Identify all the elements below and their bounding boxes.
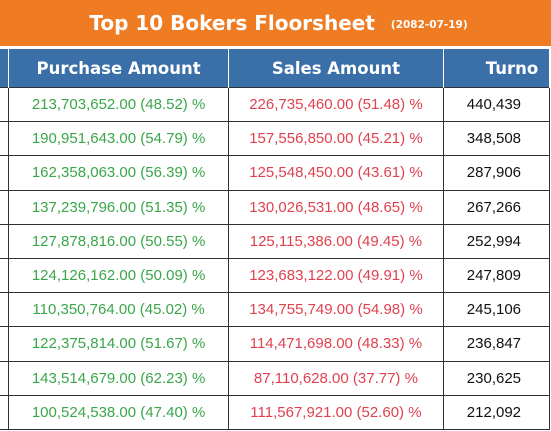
turnover-cell: 212,092 [442, 394, 551, 430]
purchase-amount-cell: 143,514,679.00 (62.23) % [8, 360, 230, 396]
sales-amount-cell: 134,755,749.00 (54.98) % [228, 292, 444, 328]
table-row: 137,239,796.00 (51.35) % 130,026,531.00 (… [0, 189, 551, 225]
turnover-cell: 252,994 [442, 223, 551, 259]
column-header-turnover: Turno [442, 49, 551, 88]
turnover-cell: 230,625 [442, 360, 551, 396]
column-header-edge [0, 49, 10, 88]
row-edge-cell [0, 292, 10, 328]
purchase-amount-cell: 122,375,814.00 (51.67) % [8, 326, 230, 362]
row-edge-cell [0, 257, 10, 294]
sales-amount-cell: 123,683,122.00 (49.91) % [228, 257, 444, 294]
table-row: 190,951,643.00 (54.79) % 157,556,850.00 (… [0, 121, 551, 157]
purchase-amount-cell: 127,878,816.00 (50.55) % [8, 223, 230, 259]
row-edge-cell [0, 155, 10, 191]
table-row: 100,524,538.00 (47.40) % 111,567,921.00 (… [0, 394, 551, 430]
sales-amount-cell: 114,471,698.00 (48.33) % [228, 326, 444, 362]
page-title: Top 10 Bokers Floorsheet [89, 11, 375, 35]
table-row: 162,358,063.00 (56.39) % 125,548,450.00 (… [0, 155, 551, 191]
purchase-amount-cell: 124,126,162.00 (50.09) % [8, 257, 230, 294]
row-edge-cell [0, 189, 10, 225]
row-edge-cell [0, 360, 10, 396]
row-edge-cell [0, 223, 10, 259]
title-bar: Top 10 Bokers Floorsheet (2082-07-19) [0, 0, 551, 46]
sales-amount-cell: 125,115,386.00 (49.45) % [228, 223, 444, 259]
table-row: 213,703,652.00 (48.52) % 226,735,460.00 (… [0, 86, 551, 123]
sales-amount-cell: 125,548,450.00 (43.61) % [228, 155, 444, 191]
purchase-amount-cell: 162,358,063.00 (56.39) % [8, 155, 230, 191]
row-edge-cell [0, 394, 10, 430]
turnover-cell: 348,508 [442, 121, 551, 157]
turnover-cell: 247,809 [442, 257, 551, 294]
turnover-cell: 287,906 [442, 155, 551, 191]
table-body: 213,703,652.00 (48.52) % 226,735,460.00 (… [0, 86, 551, 430]
table-row: 110,350,764.00 (45.02) % 134,755,749.00 (… [0, 292, 551, 328]
turnover-cell: 267,266 [442, 189, 551, 225]
sales-amount-cell: 87,110,628.00 (37.77) % [228, 360, 444, 396]
turnover-cell: 245,106 [442, 292, 551, 328]
sales-amount-cell: 111,567,921.00 (52.60) % [228, 394, 444, 430]
table-header-row: Purchase Amount Sales Amount Turno [0, 49, 551, 88]
turnover-cell: 236,847 [442, 326, 551, 362]
column-header-sales: Sales Amount [228, 49, 444, 88]
row-edge-cell [0, 326, 10, 362]
sales-amount-cell: 226,735,460.00 (51.48) % [228, 86, 444, 123]
column-header-purchase: Purchase Amount [8, 49, 230, 88]
purchase-amount-cell: 110,350,764.00 (45.02) % [8, 292, 230, 328]
row-edge-cell [0, 121, 10, 157]
report-date: (2082-07-19) [390, 19, 468, 31]
purchase-amount-cell: 137,239,796.00 (51.35) % [8, 189, 230, 225]
row-edge-cell [0, 86, 10, 123]
purchase-amount-cell: 213,703,652.00 (48.52) % [8, 86, 230, 123]
floorsheet-table: Purchase Amount Sales Amount Turno 213,7… [0, 49, 551, 430]
sales-amount-cell: 130,026,531.00 (48.65) % [228, 189, 444, 225]
turnover-cell: 440,439 [442, 86, 551, 123]
table-row: 143,514,679.00 (62.23) % 87,110,628.00 (3… [0, 360, 551, 396]
purchase-amount-cell: 190,951,643.00 (54.79) % [8, 121, 230, 157]
table-row: 122,375,814.00 (51.67) % 114,471,698.00 (… [0, 326, 551, 362]
purchase-amount-cell: 100,524,538.00 (47.40) % [8, 394, 230, 430]
sales-amount-cell: 157,556,850.00 (45.21) % [228, 121, 444, 157]
table-row: 124,126,162.00 (50.09) % 123,683,122.00 (… [0, 257, 551, 294]
table-row: 127,878,816.00 (50.55) % 125,115,386.00 (… [0, 223, 551, 259]
